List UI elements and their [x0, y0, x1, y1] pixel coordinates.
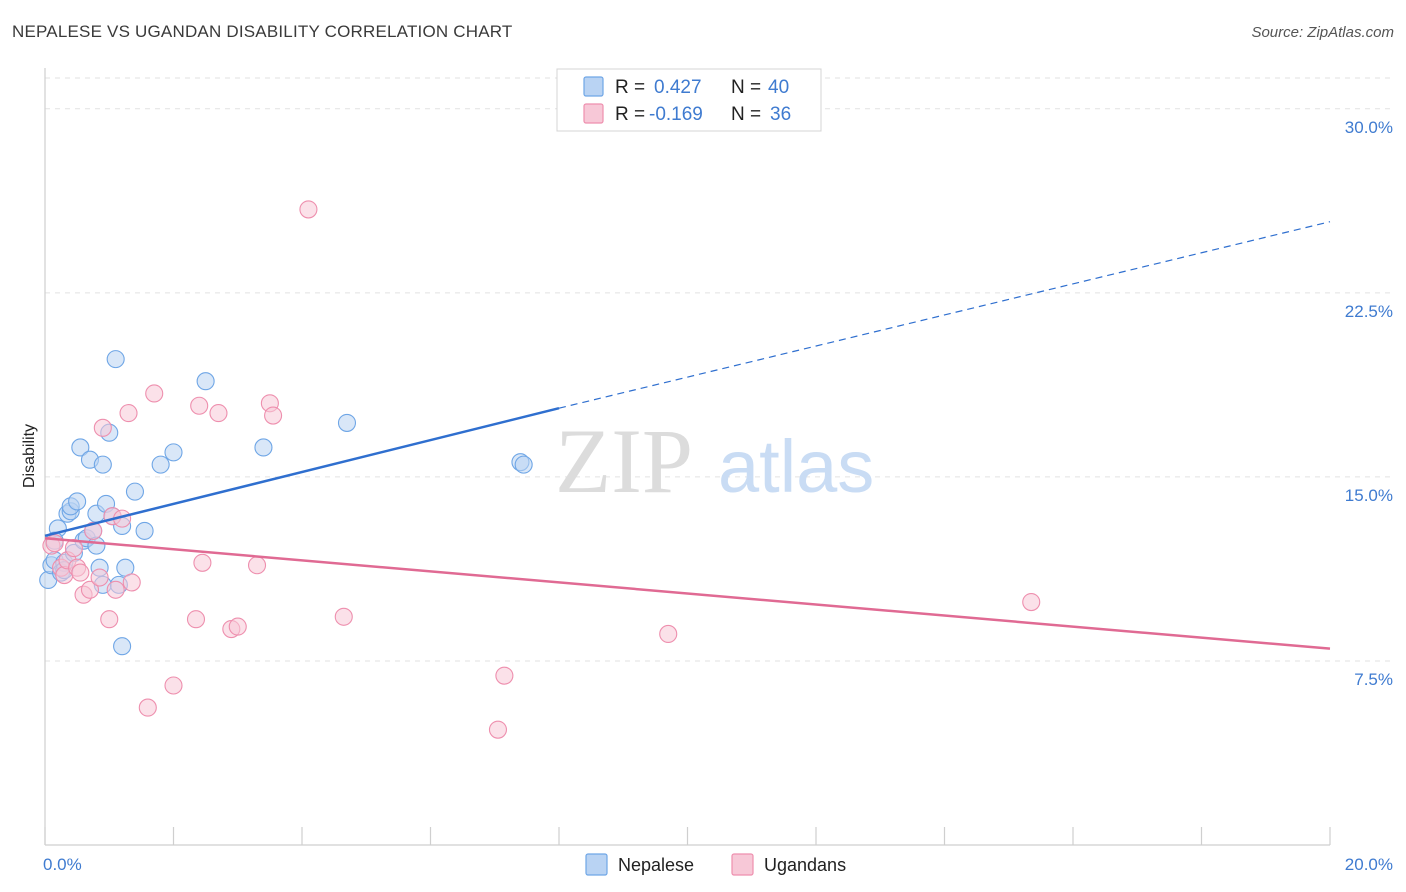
nepalese-point	[514, 455, 533, 474]
axes	[44, 68, 1331, 846]
ugandans-point	[264, 406, 283, 425]
nepalese-point	[164, 443, 183, 462]
y-tick-label: 15.0%	[1345, 486, 1393, 505]
series-swatch-ugandans	[731, 853, 754, 876]
legend-r-label-0: R =	[615, 77, 645, 98]
y-tick-label: 30.0%	[1345, 118, 1393, 137]
watermark-zip: ZIP	[555, 410, 693, 512]
ugandans-point	[138, 698, 157, 717]
ugandans-point	[90, 568, 109, 587]
grid-lines	[45, 77, 1392, 662]
nepalese-point	[93, 455, 112, 474]
y-tick-label: 22.5%	[1345, 302, 1393, 321]
ugandans-point	[84, 521, 103, 540]
ugandans-point	[145, 384, 164, 403]
legend-r-value-0: 0.427	[654, 77, 702, 98]
legend-n-label-0: N =	[731, 77, 761, 98]
chart-title: NEPALESE VS UGANDAN DISABILITY CORRELATI…	[12, 22, 513, 41]
x-tick-label-min: 0.0%	[43, 855, 82, 874]
ugandans-point	[45, 534, 64, 553]
nepalese-point	[196, 372, 215, 391]
nepalese-point	[71, 438, 90, 457]
ugandans-point	[186, 610, 206, 629]
ugandans-point	[228, 617, 247, 636]
ugandans-point	[495, 666, 514, 685]
nepalese-point	[106, 350, 125, 369]
ugandans-point	[122, 573, 141, 592]
nepalese-point	[135, 521, 154, 540]
legend-swatch-nepalese	[583, 76, 604, 97]
series-label-ugandans: Ugandans	[764, 855, 846, 875]
trend-lines	[44, 221, 1331, 650]
ugandans-point	[164, 676, 183, 695]
legend-r-value-1: -0.169	[649, 104, 703, 125]
ugandans-point	[119, 404, 138, 423]
ugandans-point	[93, 418, 112, 437]
ugandans-point	[659, 624, 678, 644]
data-points	[39, 200, 1041, 739]
y-tick-label: 7.5%	[1354, 670, 1393, 689]
source-label: Source: ZipAtlas.com	[1251, 24, 1394, 41]
y-axis-title: Disability	[21, 424, 38, 488]
series-legend: Nepalese Ugandans	[585, 853, 846, 876]
x-tick-label-max: 20.0%	[1345, 855, 1393, 874]
legend-n-value-0: 40	[768, 77, 789, 98]
ugandans-point	[190, 396, 209, 415]
nepalese-trendline-extension	[558, 221, 1331, 409]
ugandans-point	[100, 610, 119, 629]
legend-n-value-1: 36	[770, 104, 791, 125]
watermark-atlas: atlas	[718, 425, 874, 508]
nepalese-point	[151, 455, 170, 474]
nepalese-point	[68, 492, 87, 511]
nepalese-point	[254, 438, 273, 457]
nepalese-point	[113, 637, 132, 656]
ugandans-point	[209, 404, 228, 423]
ugandans-point	[488, 720, 508, 739]
ugandans-point	[1022, 593, 1041, 612]
ugandans-point	[334, 607, 353, 626]
tick-labels: 7.5% 15.0% 22.5% 30.0% 0.0% 20.0%	[43, 118, 1393, 874]
nepalese-point	[87, 536, 106, 555]
nepalese-trendline	[44, 406, 560, 538]
ugandans-trendline	[44, 537, 1331, 650]
correlation-legend: R = 0.427 N = 40 R = -0.169 N = 36	[556, 68, 822, 132]
nepalese-point	[125, 482, 144, 501]
ugandans-point	[106, 580, 125, 599]
series-swatch-nepalese	[585, 853, 608, 876]
ugandans-point	[247, 556, 267, 575]
legend-n-label-1: N =	[731, 104, 761, 125]
ugandans-point	[80, 580, 100, 599]
ugandans-point	[299, 200, 318, 219]
legend-swatch-ugandans	[583, 103, 604, 124]
series-label-nepalese: Nepalese	[618, 855, 694, 875]
ugandans-point	[193, 553, 212, 572]
ugandans-point	[71, 563, 90, 582]
legend-r-label-1: R =	[615, 104, 645, 125]
nepalese-point	[337, 413, 357, 432]
watermark: ZIP atlas	[555, 410, 874, 512]
